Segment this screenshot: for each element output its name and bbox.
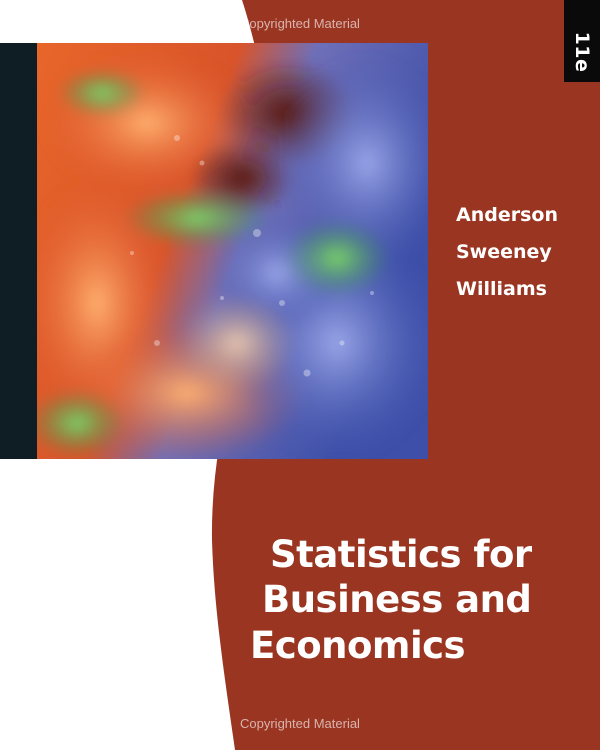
watermark-bottom: Copyrighted Material: [240, 716, 360, 731]
book-title-line: Economics: [250, 624, 466, 667]
cover-artwork: [37, 43, 428, 459]
edition-label: 11e: [571, 31, 593, 73]
watermark-top: Copyrighted Material: [240, 16, 360, 31]
edition-tab: [564, 0, 600, 82]
author-name: Williams: [456, 278, 547, 300]
book-title-line: Business and: [262, 578, 532, 621]
book-title-line: Statistics for: [270, 533, 532, 576]
author-name: Anderson: [456, 204, 558, 226]
dark-spine-strip: [0, 43, 37, 459]
author-name: Sweeney: [456, 241, 552, 263]
